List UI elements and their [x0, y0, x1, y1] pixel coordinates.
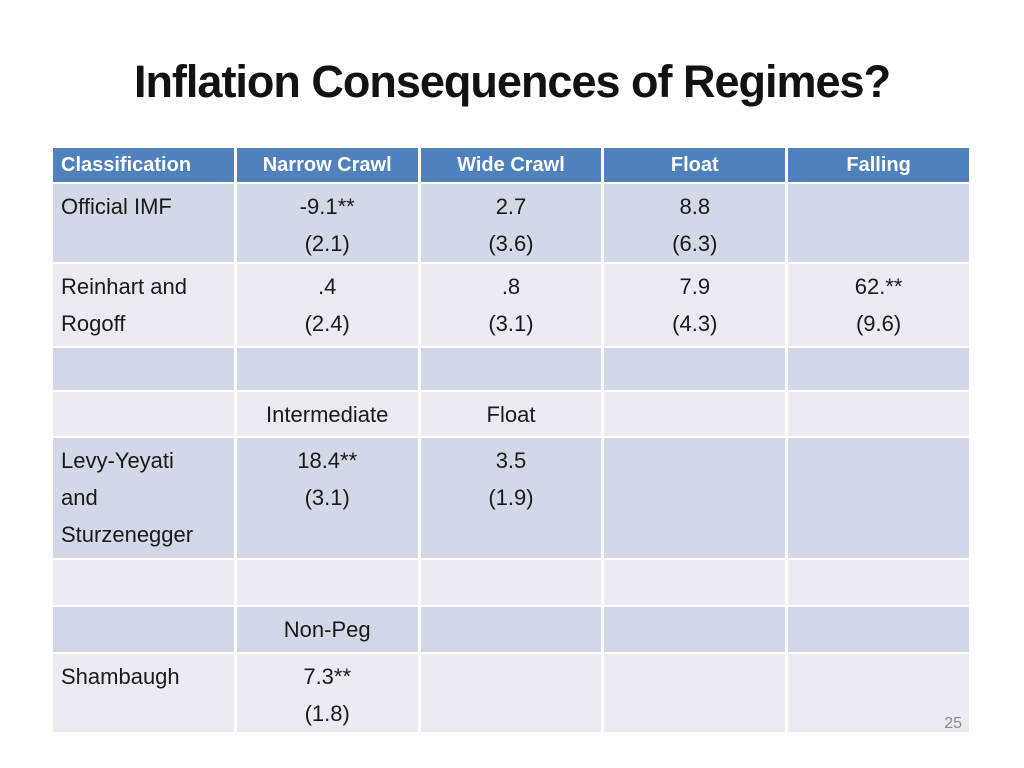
- cell-line: (2.4): [304, 311, 350, 336]
- column-header-wide-crawl: Wide Crawl: [420, 148, 602, 182]
- table-cell: [236, 560, 418, 605]
- cell-line: Shambaugh: [61, 664, 180, 689]
- table-cell: 7.9 (4.3): [604, 264, 786, 346]
- table-header-row: Classification Narrow Crawl Wide Crawl Floa…: [53, 148, 969, 182]
- table-cell: [604, 607, 786, 652]
- table-cell: -9.1** (2.1): [236, 184, 418, 262]
- column-header-classification: Classification: [53, 148, 234, 182]
- table-cell: 62.** (9.6): [788, 264, 969, 346]
- table-cell: [420, 348, 602, 390]
- table-body: Official IMF -9.1** (2.1) 2.7 (3.6) 8.8 (6.3) R…: [53, 184, 969, 732]
- table-cell: [420, 560, 602, 605]
- table-cell: Intermediate: [236, 392, 418, 436]
- cell-line: (2.1): [304, 231, 350, 256]
- cell-line: (3.1): [304, 485, 350, 510]
- table-header: Classification Narrow Crawl Wide Crawl Floa…: [53, 148, 969, 182]
- page-number: 25: [944, 715, 962, 732]
- cell-line: Levy-Yeyati: [61, 448, 174, 473]
- table-cell: 7.3** (1.8): [236, 654, 418, 732]
- table-cell: [788, 654, 969, 732]
- cell-line: (3.6): [488, 231, 534, 256]
- column-header-narrow-crawl: Narrow Crawl: [236, 148, 418, 182]
- table-cell: 2.7 (3.6): [420, 184, 602, 262]
- table-row: Non-Peg: [53, 607, 969, 652]
- cell-line: Float: [486, 402, 536, 427]
- table-cell: [788, 438, 969, 558]
- cell-line: and: [61, 485, 98, 510]
- cell-line: Official IMF: [61, 194, 172, 219]
- table-cell: [604, 654, 786, 732]
- cell-line: (9.6): [855, 311, 902, 336]
- cell-line: Sturzenegger: [61, 522, 194, 547]
- cell-line: 2.7: [495, 194, 527, 219]
- table-cell: [53, 392, 234, 436]
- table-cell: [604, 392, 786, 436]
- table-cell: [788, 392, 969, 436]
- table-cell: [788, 184, 969, 262]
- cell-line: 18.4**: [297, 448, 358, 473]
- column-header-falling: Falling: [788, 148, 969, 182]
- cell-line: (1.9): [488, 485, 534, 510]
- table-row: Shambaugh 7.3** (1.8): [53, 654, 969, 732]
- cell-line: (4.3): [672, 311, 718, 336]
- table-cell: [604, 560, 786, 605]
- table-row: Reinhart and Rogoff .4 (2.4) .8 (3.1) 7.9 (4.3)…: [53, 264, 969, 346]
- cell-line: Non-Peg: [283, 617, 371, 642]
- table-cell: 8.8 (6.3): [604, 184, 786, 262]
- table-cell: [788, 607, 969, 652]
- table-row: Official IMF -9.1** (2.1) 2.7 (3.6) 8.8 (6.3): [53, 184, 969, 262]
- cell-line: 7.3**: [303, 664, 352, 689]
- cell-line: 62.**: [854, 274, 903, 299]
- table-cell: [236, 348, 418, 390]
- cell-line: .4: [318, 274, 337, 299]
- table-cell: [604, 438, 786, 558]
- cell-line: Rogoff: [61, 311, 126, 336]
- cell-line: (3.1): [488, 311, 534, 336]
- table-cell: [53, 348, 234, 390]
- table-cell: 18.4** (3.1): [236, 438, 418, 558]
- table-cell: [420, 607, 602, 652]
- table-row: [53, 560, 969, 605]
- table-cell: [53, 560, 234, 605]
- table-cell: [420, 654, 602, 732]
- table-cell: Official IMF: [53, 184, 234, 262]
- table-cell: Reinhart and Rogoff: [53, 264, 234, 346]
- table-cell: Non-Peg: [236, 607, 418, 652]
- cell-line: 3.5: [495, 448, 527, 473]
- table-cell: [604, 348, 786, 390]
- cell-line: 8.8: [679, 194, 711, 219]
- table-cell: .8 (3.1): [420, 264, 602, 346]
- table-cell: Shambaugh: [53, 654, 234, 732]
- cell-line: Intermediate: [266, 402, 389, 427]
- table-row: Levy-Yeyati and Sturzenegger 18.4** (3.1) 3.5…: [53, 438, 969, 558]
- table-cell: Levy-Yeyati and Sturzenegger: [53, 438, 234, 558]
- table-row: [53, 348, 969, 390]
- cell-line: (1.8): [304, 701, 350, 726]
- table-cell: [788, 560, 969, 605]
- cell-line: -9.1**: [299, 194, 355, 219]
- cell-line: 7.9: [679, 274, 711, 299]
- slide-title: Inflation Consequences of Regimes?: [133, 56, 891, 107]
- column-header-float: Float: [604, 148, 786, 182]
- cell-line: Reinhart and: [61, 274, 187, 299]
- cell-line: (6.3): [672, 231, 718, 256]
- table-cell: Float: [420, 392, 602, 436]
- table-row: Intermediate Float: [53, 392, 969, 436]
- table-cell: [53, 607, 234, 652]
- table-cell: [788, 348, 969, 390]
- cell-line: .8: [501, 274, 521, 299]
- table-cell: .4 (2.4): [236, 264, 418, 346]
- inflation-regimes-table: Classification Narrow Crawl Wide Crawl Floa…: [50, 146, 972, 734]
- table-cell: 3.5 (1.9): [420, 438, 602, 558]
